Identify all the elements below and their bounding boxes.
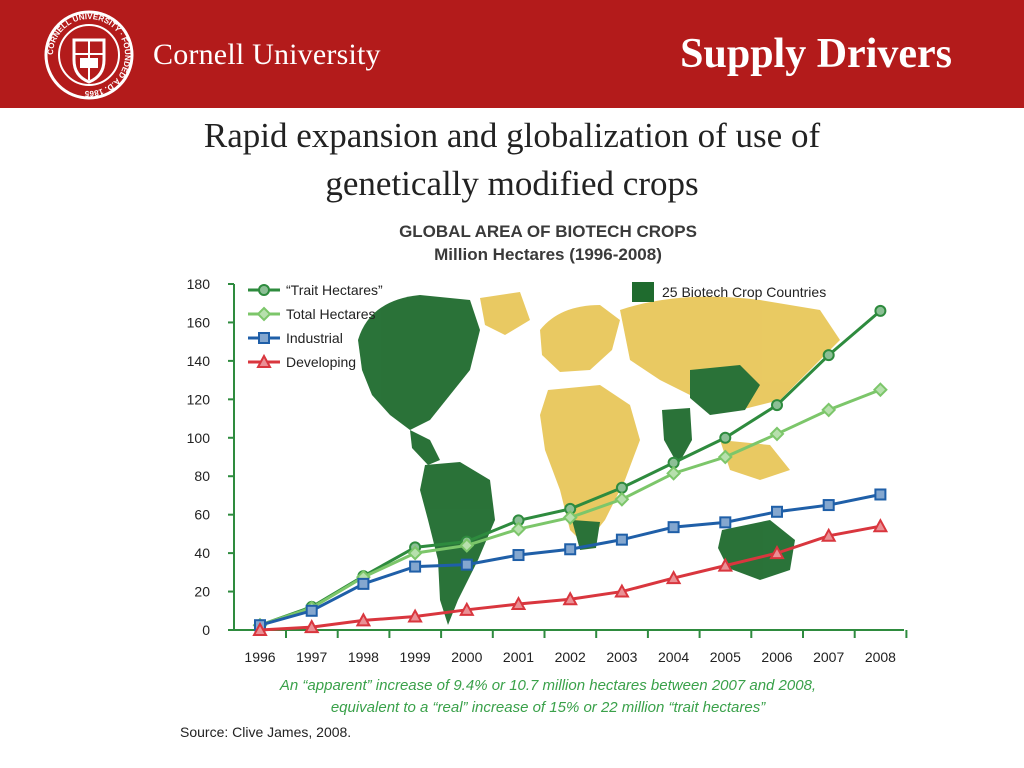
series-layer: [252, 304, 889, 636]
legend-marker: [256, 306, 272, 322]
university-name: Cornell University: [153, 38, 381, 71]
x-tick-label: 2007: [813, 649, 844, 665]
note-line-2: equivalent to a “real” increase of 15% o…: [331, 699, 766, 716]
world-map: [358, 292, 840, 625]
y-tick-label: 0: [202, 622, 210, 638]
header-bar: CORNELL UNIVERSITY · FOUNDED A.D. 1865 C…: [0, 0, 1024, 108]
note-line-1: An “apparent” increase of 9.4% or 10.7 m…: [279, 677, 816, 694]
x-tick-label: 1999: [400, 649, 431, 665]
data-point: [666, 465, 682, 481]
x-ticks: 1996 1997 1998 1999 2000 2001 2002 2003 2004 2005…: [244, 630, 908, 665]
data-point: [771, 399, 783, 412]
x-tick-label: 2000: [451, 649, 482, 665]
legend-marker: [258, 284, 270, 296]
data-point: [562, 510, 578, 525]
data-point: [407, 545, 423, 561]
x-tick-label: 2001: [503, 649, 534, 665]
cornell-seal-icon: CORNELL UNIVERSITY · FOUNDED A.D. 1865: [44, 10, 134, 100]
data-point: [615, 533, 628, 546]
data-point: [614, 491, 630, 507]
data-point: [717, 557, 733, 572]
data-point: [719, 516, 732, 529]
data-point: [821, 402, 837, 418]
data-point: [821, 527, 837, 542]
data-point: [872, 382, 888, 398]
subtitle-line-1: Rapid expansion and globalization of use…: [203, 116, 821, 155]
data-point: [614, 583, 630, 598]
data-point: [459, 538, 475, 553]
data-point: [460, 558, 473, 571]
legend-label: Developing: [286, 354, 356, 370]
map-legend-label: 25 Biotech Crop Countries: [662, 284, 826, 300]
y-tick-label: 100: [187, 430, 211, 446]
data-point: [407, 608, 423, 623]
x-tick-label: 2008: [865, 649, 896, 665]
x-tick-label: 1997: [296, 649, 327, 665]
x-tick-label: 1996: [244, 649, 275, 665]
legend-marker: [258, 332, 270, 344]
data-point: [304, 619, 320, 634]
x-tick-label: 2006: [761, 649, 792, 665]
y-tick-label: 140: [187, 353, 211, 369]
y-tick-label: 80: [194, 468, 210, 484]
slide-title: Supply Drivers: [680, 31, 952, 77]
data-point: [717, 449, 733, 465]
y-tick-label: 180: [187, 276, 211, 292]
map-legend-swatch: [632, 282, 654, 302]
y-tick-label: 120: [187, 391, 211, 407]
legend-marker: [256, 353, 272, 368]
legend-label: “Trait Hectares”: [286, 282, 383, 298]
slide-subtitle: Rapid expansion and globalization of use…: [80, 112, 944, 208]
data-point: [511, 521, 526, 537]
data-point: [355, 612, 372, 627]
y-tick-label: 20: [194, 584, 210, 600]
data-point: [510, 595, 527, 611]
data-point: [409, 560, 422, 573]
data-point: [771, 505, 783, 518]
data-point: [459, 601, 475, 616]
y-tick-label: 160: [187, 314, 211, 330]
biotech-chart: GLOBAL AREA OF BIOTECH CROPS Million Hec…: [180, 222, 908, 740]
map-legend: 25 Biotech Crop Countries: [632, 282, 826, 302]
chart-subtitle: Million Hectares (1996-2008): [434, 245, 662, 264]
data-point: [872, 518, 889, 533]
y-tick-label: 40: [194, 545, 210, 561]
data-point: [357, 577, 370, 590]
x-tick-label: 2003: [606, 649, 637, 665]
data-point: [615, 481, 628, 494]
x-tick-label: 1998: [348, 649, 379, 665]
legend-label: Industrial: [286, 330, 343, 346]
data-point: [769, 545, 785, 560]
series-3: [252, 518, 889, 636]
chart-title: GLOBAL AREA OF BIOTECH CROPS: [399, 222, 697, 241]
data-point: [822, 499, 835, 512]
source-text: Source: Clive James, 2008.: [180, 724, 351, 740]
data-point: [874, 488, 887, 501]
data-point: [305, 604, 318, 617]
data-point: [822, 349, 835, 362]
x-tick-label: 2005: [710, 649, 741, 665]
data-point: [252, 621, 268, 636]
legend-label: Total Hectares: [286, 306, 375, 322]
data-point: [769, 426, 785, 442]
x-tick-label: 2002: [555, 649, 586, 665]
data-point: [719, 431, 732, 444]
data-point: [562, 591, 578, 606]
data-point: [874, 304, 887, 317]
data-point: [512, 549, 525, 562]
x-tick-label: 2004: [658, 649, 689, 665]
data-point: [665, 570, 682, 585]
subtitle-line-2: genetically modified crops: [325, 164, 699, 203]
data-point: [564, 543, 577, 556]
y-ticks: 0 20 40 60 80 100 120 140 160 180: [187, 276, 234, 638]
y-tick-label: 60: [194, 507, 210, 523]
data-point: [667, 521, 680, 534]
legend: “Trait Hectares” Total Hectares Industrial…: [248, 282, 383, 370]
